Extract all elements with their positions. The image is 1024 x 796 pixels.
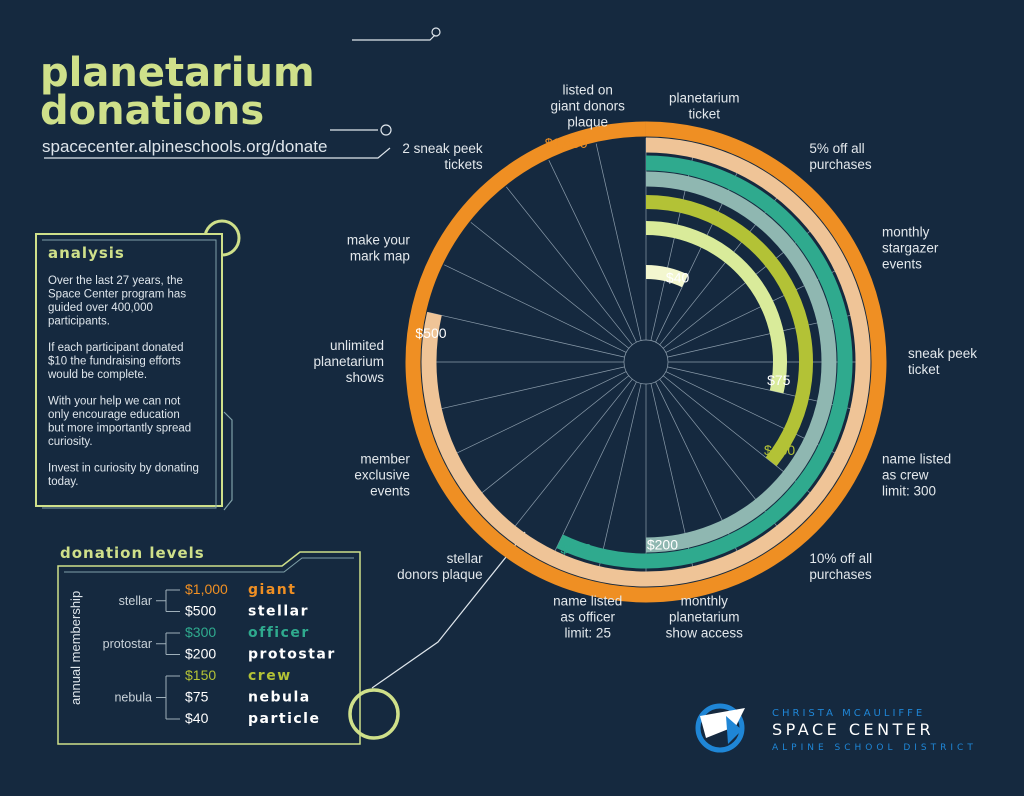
chart-spoke bbox=[470, 375, 630, 502]
space-center-logo: CHRISTA MCAULIFFE SPACE CENTER ALPINE SC… bbox=[695, 703, 977, 753]
benefit-label: name listed as crew limit: 300 bbox=[882, 452, 951, 499]
analysis-line: only encourage education bbox=[48, 409, 180, 421]
arc-label: $75 bbox=[767, 372, 791, 388]
levels-axis-label: annual membership bbox=[68, 591, 83, 705]
benefit-label: 5% off all purchases bbox=[809, 141, 872, 172]
analysis-line: Space Center program has bbox=[48, 289, 186, 301]
arc-label: $150 bbox=[764, 442, 795, 458]
benefit-label: monthly planetarium show access bbox=[666, 593, 744, 640]
arc-label: $500 bbox=[415, 325, 446, 341]
analysis-text: Over the last 27 years, the Space Center … bbox=[47, 275, 199, 488]
level-amount: $300 bbox=[185, 624, 216, 640]
arc-nebula bbox=[645, 221, 787, 394]
benefit-label: stellar donors plaque bbox=[397, 551, 483, 582]
chart-center bbox=[623, 339, 669, 385]
benefit-label: listed on giant donors plaque bbox=[551, 83, 626, 130]
levels-ring-icon bbox=[348, 688, 400, 740]
arc-stellar bbox=[421, 137, 871, 587]
arc-label: $1,000 bbox=[545, 135, 588, 151]
analysis-line: guided over 400,000 bbox=[48, 302, 153, 314]
level-bracket bbox=[156, 589, 180, 612]
page-title-line1: planetarium bbox=[40, 50, 315, 96]
logo-line1: CHRISTA MCAULIFFE bbox=[772, 708, 925, 719]
benefit-label: make your mark map bbox=[347, 232, 411, 263]
levels-heading: donation levels bbox=[60, 544, 205, 562]
arc-label: $40 bbox=[666, 270, 690, 286]
benefit-label: 2 sneak peek tickets bbox=[402, 141, 483, 172]
arc-officer bbox=[556, 155, 853, 569]
rocket-icon bbox=[695, 703, 745, 753]
analysis-line: With your help we can not bbox=[48, 396, 181, 408]
donate-url[interactable]: spacecenter.alpineschools.org/donate bbox=[42, 137, 327, 156]
chart-spoke bbox=[595, 143, 642, 341]
level-bracket bbox=[156, 675, 180, 720]
chart-spoke bbox=[444, 264, 627, 353]
page-title-line2: donations bbox=[40, 88, 264, 134]
analysis-heading: analysis bbox=[48, 244, 125, 262]
level-group-label: protostar bbox=[103, 637, 152, 651]
donation-levels-panel: donation levels annual membership $1,000… bbox=[57, 544, 400, 745]
level-amount: $75 bbox=[185, 689, 209, 705]
chart-spoke bbox=[427, 311, 625, 358]
chart-spoke bbox=[427, 366, 625, 413]
chart-benefit-labels: planetarium ticket 5% off all purchases mont… bbox=[313, 83, 977, 641]
benefit-label: member exclusive events bbox=[354, 452, 410, 499]
level-name: particle bbox=[248, 711, 320, 727]
benefit-label: name listed as officer limit: 25 bbox=[553, 593, 622, 640]
arc-label: $200 bbox=[647, 536, 678, 552]
analysis-line: Invest in curiosity by donating bbox=[48, 463, 199, 475]
level-name: crew bbox=[248, 668, 292, 684]
donation-radial-chart: $1,000 $500 $300 $200 $150 $75 $40 planetarium… bbox=[313, 83, 977, 641]
level-name: stellar bbox=[248, 604, 309, 620]
benefit-label: monthly stargazer events bbox=[882, 224, 939, 271]
level-bracket bbox=[156, 632, 180, 655]
analysis-panel: analysis Over the last 27 years, the Spac… bbox=[35, 219, 241, 511]
level-amount: $40 bbox=[185, 710, 209, 726]
analysis-line: but more importantly spread bbox=[48, 423, 191, 435]
benefit-label: planetarium ticket bbox=[669, 91, 740, 122]
chart-spoke bbox=[548, 381, 637, 564]
arc-crew bbox=[645, 195, 813, 467]
analysis-line: participants. bbox=[48, 316, 110, 328]
arc-particle bbox=[645, 265, 689, 288]
chart-arc-labels: $1,000 $500 $300 $200 $150 $75 $40 bbox=[415, 135, 795, 556]
chart-spoke bbox=[506, 378, 633, 538]
level-amount: $200 bbox=[185, 646, 216, 662]
logo-line2: SPACE CENTER bbox=[772, 720, 934, 739]
benefit-label: 10% off all purchases bbox=[809, 551, 872, 582]
benefit-label: unlimited planetarium shows bbox=[313, 338, 384, 385]
analysis-line: would be complete. bbox=[47, 369, 147, 381]
chart-spoke bbox=[595, 383, 642, 581]
level-amount: $150 bbox=[185, 667, 216, 683]
analysis-line: $10 the fundraising efforts bbox=[48, 356, 181, 368]
level-group-label: stellar bbox=[119, 594, 152, 608]
header: planetarium donations spacecenter.alpine… bbox=[40, 50, 327, 156]
chart-spoke bbox=[470, 222, 630, 349]
chart-spoke bbox=[444, 371, 627, 460]
level-amount: $500 bbox=[185, 603, 216, 619]
level-group-label: nebula bbox=[114, 691, 152, 705]
level-amount: $1,000 bbox=[185, 581, 228, 597]
level-name: nebula bbox=[248, 690, 311, 706]
analysis-line: curiosity. bbox=[48, 436, 93, 448]
chart-spoke bbox=[548, 160, 637, 343]
analysis-line: If each participant donated bbox=[48, 342, 184, 354]
arc-label: $300 bbox=[561, 540, 592, 556]
chart-arcs bbox=[405, 121, 887, 603]
analysis-line: Over the last 27 years, the bbox=[48, 275, 183, 287]
logo-line3: ALPINE SCHOOL DISTRICT bbox=[772, 743, 977, 753]
level-name: officer bbox=[248, 625, 310, 641]
benefit-label: sneak peek ticket bbox=[908, 346, 977, 377]
level-name: giant bbox=[248, 582, 296, 598]
level-name: protostar bbox=[248, 647, 336, 663]
levels-rows: $1,000 giant $500 stellar stellar $300 officer… bbox=[103, 581, 336, 727]
arc-giant bbox=[405, 121, 887, 603]
arc-protostar bbox=[645, 171, 837, 553]
analysis-line: today. bbox=[48, 476, 78, 488]
chart-spoke bbox=[506, 186, 633, 346]
